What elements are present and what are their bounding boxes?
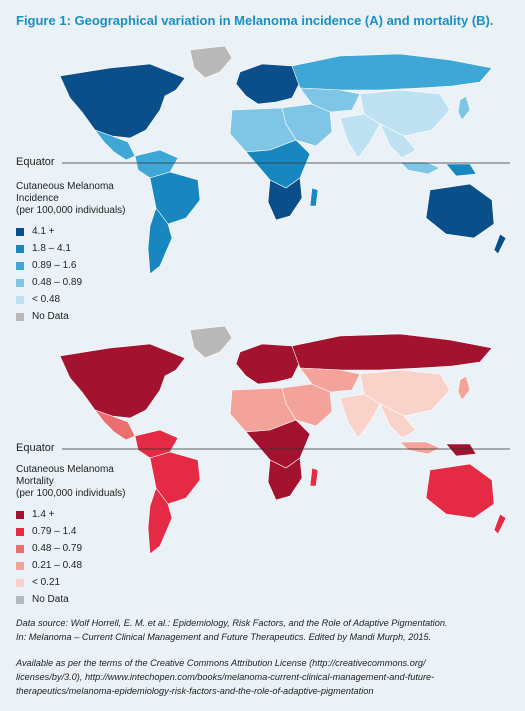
japan xyxy=(457,95,471,121)
southern-africa xyxy=(267,177,303,221)
incidence-legend-title: Cutaneous Melanoma Incidence (per 100,00… xyxy=(16,181,126,216)
mortality-legend-item: 0.21 – 0.48 xyxy=(16,557,126,574)
south-america-south xyxy=(147,207,173,275)
new-guinea xyxy=(445,163,477,177)
legend-swatch xyxy=(16,227,24,236)
license-note: Available as per the terms of the Creati… xyxy=(16,658,435,696)
mortality-legend-item: No Data xyxy=(16,591,126,608)
north-america xyxy=(59,63,186,139)
indonesia xyxy=(399,441,441,455)
legend-swatch xyxy=(16,595,24,604)
mortality-legend-item: 1.4 + xyxy=(16,506,126,523)
india xyxy=(339,393,381,439)
southeast-asia xyxy=(379,403,417,439)
legend-swatch xyxy=(16,244,24,253)
north-america xyxy=(59,343,186,419)
incidence-legend-item: 4.1 + xyxy=(16,223,126,240)
russia xyxy=(291,333,493,371)
mortality-legend-title: Cutaneous Melanoma Mortality (per 100,00… xyxy=(16,464,126,499)
legend-swatch xyxy=(16,278,24,287)
australia xyxy=(425,183,495,239)
incidence-legend-item: 1.8 – 4.1 xyxy=(16,240,126,257)
japan xyxy=(457,375,471,401)
madagascar xyxy=(309,467,319,487)
legend-swatch xyxy=(16,312,24,321)
equator-label-mortality: Equator xyxy=(16,442,55,454)
legend-swatch xyxy=(16,510,24,519)
legend-swatch xyxy=(16,261,24,270)
new-zealand xyxy=(493,513,507,535)
incidence-legend-item: < 0.48 xyxy=(16,291,126,308)
incidence-legend-item: 0.48 – 0.89 xyxy=(16,274,126,291)
india xyxy=(339,113,381,159)
new-zealand xyxy=(493,233,507,255)
greenland xyxy=(189,325,233,359)
legend-swatch xyxy=(16,544,24,553)
incidence-map xyxy=(59,45,510,275)
mortality-legend-item: < 0.21 xyxy=(16,574,126,591)
legend-swatch xyxy=(16,578,24,587)
legend-swatch xyxy=(16,561,24,570)
south-america-south xyxy=(147,487,173,555)
mortality-legend-item: 0.48 – 0.79 xyxy=(16,540,126,557)
southeast-asia xyxy=(379,123,417,159)
central-america xyxy=(94,409,136,441)
incidence-legend: Cutaneous Melanoma Incidence (per 100,00… xyxy=(16,181,126,325)
data-source-note: Data source: Wolf Horrell, E. M. et al.:… xyxy=(16,618,448,642)
legend-swatch xyxy=(16,527,24,536)
europe xyxy=(235,63,301,105)
mortality-legend: Cutaneous Melanoma Mortality (per 100,00… xyxy=(16,464,126,608)
southern-africa xyxy=(267,457,303,501)
central-asia xyxy=(299,367,361,393)
greenland xyxy=(189,45,233,79)
incidence-legend-item: 0.89 – 1.6 xyxy=(16,257,126,274)
new-guinea xyxy=(445,443,477,457)
central-america xyxy=(94,129,136,161)
equator-label-incidence: Equator xyxy=(16,156,55,168)
indonesia xyxy=(399,161,441,175)
incidence-legend-item: No Data xyxy=(16,308,126,325)
mortality-map xyxy=(59,325,510,555)
mortality-legend-item: 0.79 – 1.4 xyxy=(16,523,126,540)
australia xyxy=(425,463,495,519)
legend-swatch xyxy=(16,295,24,304)
russia xyxy=(291,53,493,91)
central-asia xyxy=(299,87,361,113)
madagascar xyxy=(309,187,319,207)
europe xyxy=(235,343,301,385)
figure-title: Figure 1: Geographical variation in Mela… xyxy=(16,13,494,28)
